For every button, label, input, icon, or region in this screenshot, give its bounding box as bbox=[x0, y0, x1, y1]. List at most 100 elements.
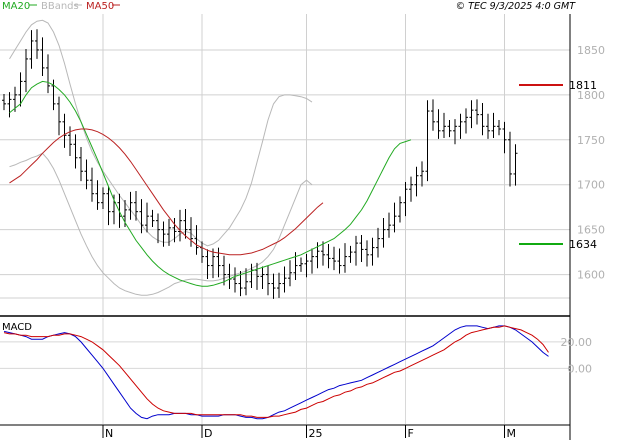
ohlc-bar bbox=[205, 249, 210, 280]
price-y-tick-1700: 1700 bbox=[577, 179, 605, 192]
ohlc-bar bbox=[167, 218, 171, 246]
ohlc-bar bbox=[343, 243, 347, 273]
header-legend: MA20 BBands MA50 bbox=[2, 1, 120, 12]
ohlc-bar bbox=[447, 120, 452, 138]
ohlc-bar bbox=[101, 187, 105, 209]
macd-line bbox=[3, 325, 549, 420]
ohlc-bar bbox=[398, 196, 402, 223]
bollinger-bands bbox=[9, 19, 313, 296]
bbands-lower-line bbox=[9, 152, 313, 296]
x-tick-label-N: N bbox=[105, 427, 113, 440]
ohlc-bar bbox=[24, 49, 28, 93]
ohlc-bar bbox=[156, 213, 160, 244]
ohlc-bar bbox=[178, 209, 182, 242]
ohlc-bar bbox=[354, 235, 358, 266]
ohlc-bar bbox=[304, 253, 309, 278]
ohlc-bar bbox=[376, 227, 380, 258]
ohlc-bar bbox=[260, 266, 265, 289]
price-panel: 1811 1634 1600 1650 1700 1750 1800 1850 bbox=[0, 14, 605, 315]
ohlc-bar bbox=[321, 241, 325, 266]
copyright-label: © TEC 9/3/2025 4:0 GMT bbox=[456, 1, 577, 12]
ohlc-bar bbox=[486, 113, 490, 139]
ohlc-bar bbox=[90, 167, 94, 202]
ohlc-bar bbox=[491, 112, 496, 138]
x-tick-label-D: D bbox=[204, 427, 212, 440]
ohlc-bar bbox=[370, 237, 375, 266]
price-levels: 1811 1634 bbox=[519, 79, 597, 251]
ohlc-bar bbox=[282, 266, 287, 293]
macd-lines bbox=[3, 325, 549, 420]
macd-y-tick-0: 0.00 bbox=[568, 362, 593, 375]
ohlc-bar bbox=[255, 262, 259, 290]
macd-panel: 0.00 20.00 MACD bbox=[0, 318, 592, 424]
ohlc-bar bbox=[365, 240, 369, 267]
ohlc-bar bbox=[73, 134, 78, 169]
ohlc-bar bbox=[46, 54, 50, 94]
ohlc-bar bbox=[420, 161, 424, 187]
ohlc-bar bbox=[442, 112, 446, 138]
ohlc-bar bbox=[18, 72, 23, 107]
ohlc-bar bbox=[35, 29, 39, 59]
ohlc-bar bbox=[172, 217, 177, 243]
x-axis: N D 25 F M bbox=[0, 424, 570, 440]
ohlc-bar bbox=[299, 257, 303, 272]
ohlc-bar bbox=[464, 108, 468, 134]
ohlc-bar bbox=[359, 235, 364, 262]
legend-ma20-label: MA20 bbox=[2, 1, 30, 12]
bbands-upper-line bbox=[9, 19, 313, 247]
legend-bbands-label: BBands bbox=[41, 1, 79, 12]
ohlc-bar bbox=[29, 30, 34, 69]
macd-grid bbox=[0, 318, 570, 424]
ohlc-bar bbox=[348, 245, 353, 263]
ohlc-bar bbox=[189, 217, 193, 247]
level-label-1634: 1634 bbox=[569, 238, 597, 251]
ohlc-bar bbox=[288, 260, 292, 287]
ohlc-bar bbox=[266, 265, 270, 296]
ohlc-bar bbox=[128, 191, 133, 220]
ohlc-bar bbox=[332, 246, 336, 271]
ohlc-bar bbox=[40, 37, 45, 76]
x-tick-label-F: F bbox=[408, 427, 414, 440]
ohlc-bar bbox=[183, 208, 188, 239]
ohlc-bar bbox=[95, 180, 100, 210]
price-y-tick-1750: 1750 bbox=[577, 134, 605, 147]
ohlc-bar bbox=[200, 241, 204, 263]
ohlc-bar bbox=[161, 221, 166, 247]
price-y-tick-1600: 1600 bbox=[577, 269, 605, 282]
ohlc-bar bbox=[2, 93, 6, 111]
level-label-1811: 1811 bbox=[569, 79, 597, 92]
ohlc-bar bbox=[326, 244, 331, 269]
ohlc-bar bbox=[57, 96, 61, 136]
ohlc-bar bbox=[453, 119, 457, 145]
ohlc-bar bbox=[233, 267, 237, 293]
ohlc-bar bbox=[106, 186, 111, 226]
ohlc-bar bbox=[62, 113, 67, 148]
x-tick-label-M: M bbox=[507, 427, 517, 440]
ohlc-bar bbox=[425, 100, 430, 182]
ohlc-bar bbox=[211, 248, 215, 279]
ohlc-bar bbox=[409, 176, 413, 202]
x-tick-label-25: 25 bbox=[309, 427, 323, 440]
ohlc-bar bbox=[145, 202, 149, 233]
ohlc-bar bbox=[222, 255, 226, 286]
moving-averages bbox=[9, 80, 412, 287]
ohlc-bar bbox=[480, 102, 485, 136]
ohlc-bar bbox=[337, 248, 342, 274]
ohlc-bar bbox=[381, 217, 386, 248]
ohlc-bar bbox=[497, 120, 501, 136]
ohlc-bar bbox=[436, 109, 441, 139]
ohlc-bar bbox=[392, 202, 397, 233]
ohlc-bar bbox=[414, 166, 419, 197]
ohlc-bar bbox=[79, 146, 83, 182]
ohlc-bar bbox=[7, 92, 12, 118]
ohlc-bar bbox=[194, 225, 199, 255]
ohlc-bar bbox=[238, 270, 243, 297]
legend-ma50-label: MA50 bbox=[86, 1, 114, 12]
ohlc-bar bbox=[134, 191, 138, 221]
ohlc-bar bbox=[84, 159, 89, 190]
macd-y-tick-labels: 0.00 20.00 bbox=[561, 336, 593, 376]
ohlc-bar bbox=[475, 99, 479, 125]
price-y-tick-labels: 1600 1650 1700 1750 1800 1850 bbox=[577, 44, 605, 282]
